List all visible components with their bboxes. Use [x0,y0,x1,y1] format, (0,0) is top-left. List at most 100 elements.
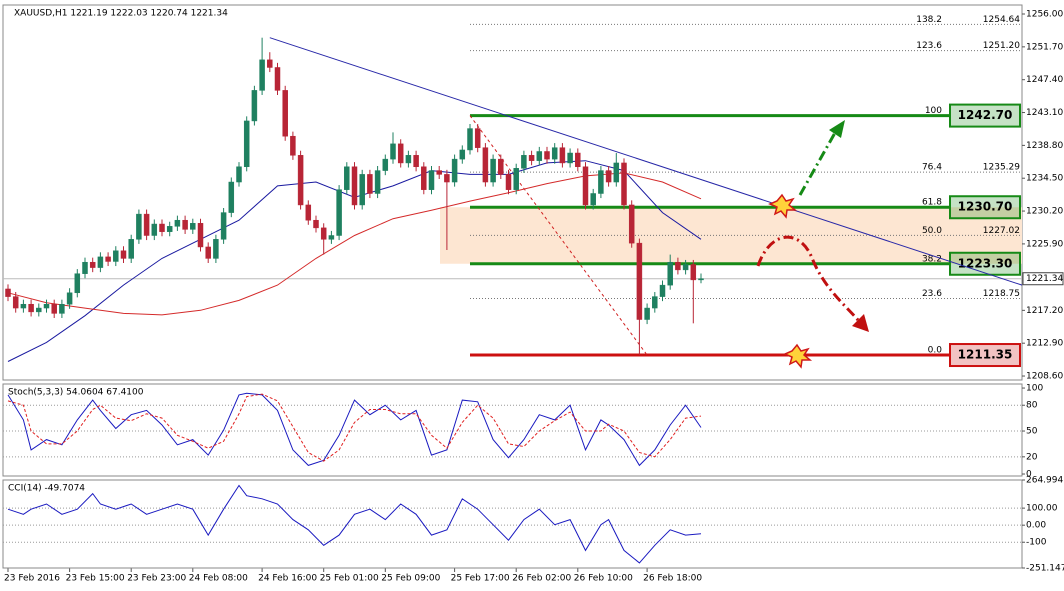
x-tick-label: 23 Feb 15:00 [66,574,125,584]
star [768,193,798,219]
fib-level-label: 50.0 [922,226,942,236]
candle-body [459,149,466,160]
candle-body [20,303,27,309]
candle-body [305,204,312,221]
fib-price-label: 1235.29 [983,163,1020,173]
candle-body [36,307,42,313]
candle-body [451,158,458,183]
candle-body [228,181,235,213]
candle-body [74,273,81,294]
candle-body [444,174,450,183]
candle-body [297,155,304,206]
candle-body [313,219,319,229]
candle-body [205,246,211,259]
y-tick-label: 50 [1026,427,1038,437]
candle-body [213,239,219,259]
price-box-label: 1230.70 [958,200,1013,214]
candle-body [105,256,111,262]
candle-body [467,128,473,151]
y-tick-label: 0 [1026,470,1032,480]
y-tick-label: 1238.80 [1026,141,1063,151]
candle-body [190,223,196,230]
y-tick-label: -251.147 [1026,564,1064,574]
candle-body [675,261,681,271]
fib-level-label: 61.8 [922,198,942,208]
y-tick-label: 1251.70 [1026,42,1063,52]
candle-body [328,235,335,240]
candle-body [320,227,327,240]
candle-body [274,67,281,91]
x-tick-label: 25 Feb 09:00 [381,574,440,584]
indicator-title: Stoch(5,3,3) 54.0604 67.4100 [8,388,144,398]
fib-level-label: 0.0 [928,346,943,356]
candle-body [474,128,481,148]
y-tick-label: 1256.00 [1026,10,1063,20]
fib-level-label: 23.6 [922,289,942,299]
candle-body [243,120,250,168]
candle-body [421,166,427,190]
candle-body [382,158,389,171]
y-tick-label: 1243.10 [1026,108,1063,118]
candle-body [344,166,350,190]
y-tick-label: 100.00 [1026,504,1058,514]
candle-body [120,250,127,259]
y-tick-label: 80 [1026,401,1038,411]
candle-body [482,147,489,183]
chart-title: XAUUSD,H1 1221.19 1222.03 1220.74 1221.3… [14,9,228,19]
candle-body [290,135,296,156]
candle-body [590,193,596,206]
candle-body [682,264,689,271]
candle-body [644,307,650,320]
candle-body [220,212,227,240]
price-box [949,103,1021,128]
candle-body [51,303,57,314]
candle-body [551,147,558,160]
price-box-label: 1223.30 [958,256,1013,270]
indicator-line [7,484,702,564]
y-tick-label: 1212.90 [1026,339,1063,349]
candle-body [605,170,612,183]
x-tick-label: 26 Feb 10:00 [574,574,633,584]
x-tick-label: 23 Feb 2016 [4,574,60,584]
x-tick-label: 24 Feb 08:00 [189,574,248,584]
y-tick-label: 1230.20 [1026,207,1063,217]
candle-body [143,213,150,236]
fib-level-label: 123.6 [916,41,942,51]
candle-body [528,155,535,161]
candle-body [267,59,273,68]
fib-level-label: 38.2 [922,254,942,264]
candle-body [5,288,11,297]
trendline [269,37,1023,286]
candle-body [544,151,550,160]
candle-body [521,155,527,169]
candle-body [197,223,204,248]
candle-body [174,219,181,227]
y-tick-label: -100 [1026,538,1047,548]
candle-body [97,256,104,268]
candle-body [428,170,435,190]
fib-price-label: 1251.20 [983,41,1020,51]
y-tick-label: 1208.60 [1026,372,1063,382]
price-box [949,195,1021,220]
x-tick-label: 26 Feb 18:00 [643,574,702,584]
candle-body [397,143,404,164]
candle-body [367,174,373,194]
candle-body [636,242,643,320]
candle-body [259,59,265,91]
price-box [949,343,1021,368]
y-tick-label: 1234.50 [1026,174,1063,184]
y-tick-label: 264.994 [1026,476,1063,486]
up-arrowhead [829,120,845,138]
candle-body [59,303,65,314]
y-tick-label: 20 [1026,452,1038,462]
candle-body [82,261,88,274]
candle-body [536,151,543,161]
down-arrow [756,235,860,321]
candle-body [513,168,519,190]
fib-level-label: 76.4 [922,163,942,173]
candle-body [359,174,365,206]
fib-price-label: 1254.64 [983,15,1020,25]
candle-body [659,284,666,297]
indicator-line [7,392,702,467]
